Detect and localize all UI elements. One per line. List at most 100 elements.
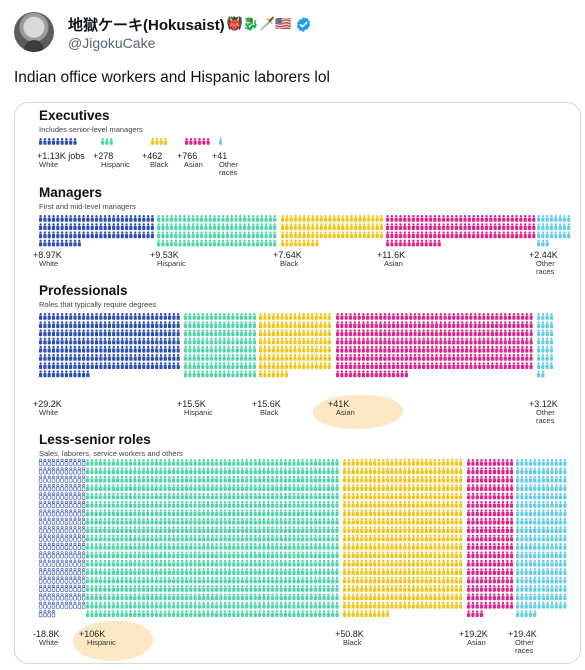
prof-asian-person-icon: [353, 370, 357, 378]
ls-hispanic-person-icon: [279, 459, 283, 466]
prof-white-person-icon: [129, 321, 133, 328]
prof-asian-person-icon: [374, 362, 378, 369]
ls-white-person-icon: [56, 475, 60, 483]
ls-black-person-icon: [441, 501, 446, 508]
ls-hispanic-person-icon: [197, 517, 201, 525]
ls-hispanic-person-icon: [172, 509, 176, 517]
ls-hispanic-person-icon: [202, 593, 206, 601]
mgr-asian-person-icon: [523, 223, 527, 230]
ls-white-person-icon: [81, 542, 86, 551]
ls-black-person-icon: [381, 610, 385, 617]
ls-hispanic-person-icon: [270, 492, 275, 500]
mgr-white-person-icon: [133, 231, 137, 239]
author-name-row[interactable]: 地獄ケーキ(Hokusaist) 👹🐉🗡️🇺🇸: [68, 14, 312, 35]
prof-white-person-icon: [86, 370, 90, 378]
prof-asian-person-icon: [340, 313, 344, 320]
prof-hispanic-person-icon: [196, 321, 201, 328]
ls-black-person-icon: [373, 526, 377, 533]
prof-black-person-icon: [327, 337, 331, 345]
prof-white-person-icon: [133, 329, 137, 337]
mgr-asian-person-icon: [523, 231, 527, 239]
ls-asian-person-icon: [479, 543, 484, 550]
mgr-hispanic-person-icon: [195, 223, 199, 230]
ls-white-person-icon: [81, 551, 86, 559]
mgr-other-person-icon: [558, 231, 562, 239]
prof-white-person-icon: [69, 370, 73, 378]
prof-asian-person-icon: [490, 321, 494, 328]
ls-hispanic-person-icon: [107, 601, 111, 609]
ls-asian-person-icon: [488, 517, 492, 525]
display-name[interactable]: 地獄ケーキ(Hokusaist): [68, 17, 225, 34]
ls-white-person-icon: [43, 458, 47, 467]
ls-hispanic-person-icon: [184, 585, 189, 592]
exec-other-label2: races: [219, 168, 238, 177]
ls-hispanic-person-icon: [245, 601, 249, 609]
ls-asian-person-icon: [475, 559, 479, 567]
mgr-hispanic-person-icon: [204, 223, 208, 230]
tweet-media-chart[interactable]: Executives Includes senior-level manager…: [14, 102, 581, 664]
prof-white-person-icon: [112, 337, 116, 345]
ls-hispanic-person-icon: [167, 501, 171, 508]
ls-hispanic-person-icon: [331, 475, 335, 483]
ls-hispanic-person-icon: [253, 534, 257, 542]
ls-hispanic-person-icon: [219, 492, 223, 500]
prof-white-person-icon: [142, 345, 146, 353]
ls-hispanic-person-icon: [227, 517, 232, 525]
ls-hispanic-person-icon: [313, 501, 318, 508]
ls-other-person-icon: [550, 534, 554, 542]
prof-white-person-icon: [64, 345, 68, 353]
prof-white-person-icon: [86, 313, 90, 320]
ls-hispanic-person-icon: [275, 568, 279, 575]
ls-other-person-icon: [554, 501, 558, 508]
ls-hispanic-person-icon: [103, 501, 107, 508]
ls-hispanic-person-icon: [266, 593, 270, 601]
ls-hispanic-person-icon: [245, 467, 249, 475]
avatar[interactable]: [14, 12, 54, 52]
ls-asian-person-icon: [497, 559, 501, 567]
mgr-other-person-icon: [567, 231, 571, 239]
prof-white-person-icon: [82, 362, 86, 369]
ls-hispanic-person-icon: [141, 509, 146, 517]
ls-hispanic-person-icon: [86, 467, 90, 475]
ls-hispanic-person-icon: [219, 559, 223, 567]
mgr-hispanic-person-icon: [255, 239, 260, 247]
mgr-other-value: +2.44K: [529, 250, 558, 260]
author-handle[interactable]: @JigokuCake: [68, 35, 156, 51]
ls-asian-person-icon: [484, 568, 488, 575]
ls-white-person-icon: [77, 593, 82, 601]
ls-hispanic-person-icon: [163, 534, 167, 542]
ls-hispanic-person-icon: [116, 501, 120, 508]
ls-white-person-icon: [56, 492, 60, 500]
ls-hispanic-person-icon: [322, 551, 326, 559]
ls-black-person-icon: [450, 593, 454, 601]
prof-asian-person-icon: [482, 362, 486, 369]
ls-hispanic-person-icon: [249, 467, 253, 475]
ls-hispanic-person-icon: [309, 501, 313, 508]
ls-hispanic-person-icon: [223, 475, 227, 483]
prof-other-person-icon: [545, 337, 549, 345]
ls-white-person-icon: [38, 576, 43, 584]
ls-asian-person-icon: [467, 559, 471, 567]
prof-white-person-icon: [39, 362, 43, 369]
ls-hispanic-person-icon: [240, 534, 244, 542]
ls-white-person-icon: [43, 517, 47, 525]
ls-white-person-icon: [43, 593, 47, 601]
ls-other-person-icon: [550, 509, 554, 517]
ls-black-person-icon: [394, 585, 398, 592]
ls-white-person-icon: [51, 567, 56, 576]
ls-black-person-icon: [398, 509, 403, 517]
ls-hispanic-person-icon: [309, 610, 313, 617]
mgr-black-person-icon: [285, 239, 289, 247]
ls-other-person-icon: [516, 509, 520, 517]
ls-black-person-icon: [437, 517, 441, 525]
ls-asian-person-icon: [510, 459, 514, 466]
ls-other-person-icon: [533, 501, 537, 508]
ls-hispanic-person-icon: [236, 509, 240, 517]
ls-asian-person-icon: [488, 534, 492, 542]
ls-hispanic-person-icon: [245, 543, 249, 550]
ls-hispanic-person-icon: [275, 543, 279, 550]
ls-hispanic-person-icon: [279, 501, 283, 508]
ls-black-person-icon: [416, 501, 420, 508]
prof-asian-person-icon: [357, 354, 361, 361]
ls-asian-person-icon: [505, 467, 509, 475]
